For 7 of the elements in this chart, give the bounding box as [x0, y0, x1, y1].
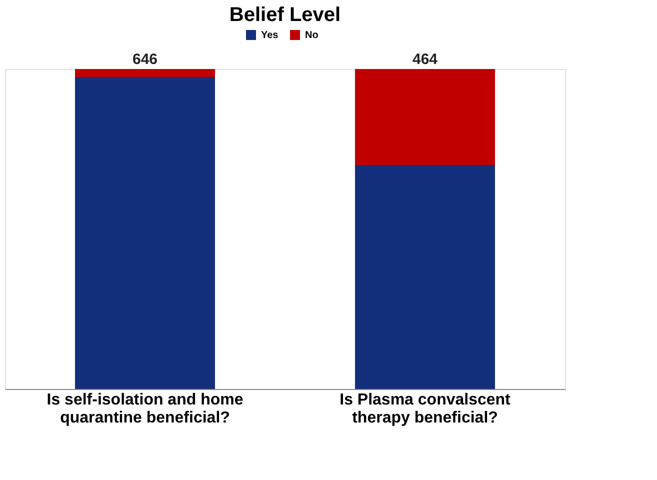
annotation: 464	[412, 51, 438, 68]
legend-label: Yes	[261, 30, 279, 41]
annotation: 646	[132, 51, 158, 68]
x-tick-label: Is self-isolation and home quarantine beneficial?	[46, 392, 244, 426]
x-tick-label: Is Plasma convalscent therapy beneficial?	[340, 392, 512, 426]
chart-title: Belief Level	[229, 4, 341, 26]
legend-label: No	[305, 30, 318, 41]
